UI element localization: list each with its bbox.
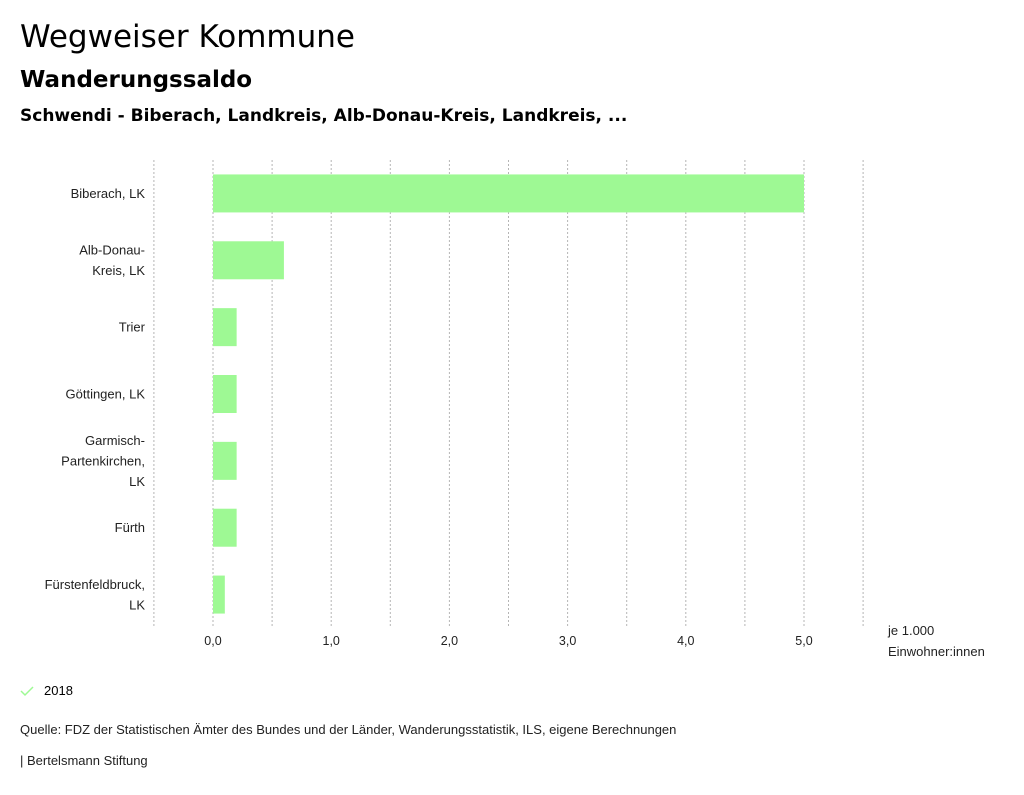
category-label: Fürstenfeldbruck, (45, 577, 145, 592)
x-tick-labels: 0,0 1,0 2,0 3,0 4,0 5,0 (204, 634, 812, 648)
bars (213, 174, 804, 614)
x-tick-label: 1,0 (323, 634, 340, 648)
bar-chart: Biberach, LK Alb-Donau- Kreis, LK Trier Gött… (45, 160, 985, 659)
legend-label: 2018 (44, 683, 73, 698)
bar[interactable] (213, 575, 225, 614)
x-axis-unit-label: je 1.000 Einwohner:innen (887, 623, 985, 659)
x-axis-label: je 1.000 (887, 623, 934, 638)
page-title: Wegweiser Kommune (20, 19, 355, 55)
bar[interactable] (213, 241, 284, 280)
x-tick-label: 2,0 (441, 634, 458, 648)
category-label: Garmisch- (85, 433, 145, 448)
x-tick-label: 3,0 (559, 634, 576, 648)
bar[interactable] (213, 308, 237, 347)
bar[interactable] (213, 174, 804, 213)
x-axis-label: Einwohner:innen (888, 644, 985, 659)
checkmark-icon (20, 685, 34, 696)
chart-subtitle: Wanderungssaldo (20, 67, 253, 93)
gridlines (153, 160, 864, 628)
category-label: Alb-Donau- (79, 243, 145, 258)
bar[interactable] (213, 441, 237, 480)
legend-item-2018[interactable]: 2018 (20, 683, 73, 698)
brand-note: | Bertelsmann Stiftung (20, 753, 148, 768)
category-label: LK (129, 474, 145, 489)
category-label: Göttingen, LK (66, 387, 146, 402)
source-note: Quelle: FDZ der Statistischen Ämter des … (20, 722, 677, 737)
category-label: Biberach, LK (71, 186, 146, 201)
category-label: Partenkirchen, (61, 453, 145, 468)
category-label: Fürth (115, 520, 145, 535)
region-selection: Schwendi - Biberach, Landkreis, Alb-Dona… (20, 106, 628, 126)
category-label: Trier (119, 320, 146, 335)
category-labels: Biberach, LK Alb-Donau- Kreis, LK Trier Gött… (45, 186, 146, 612)
category-label: LK (129, 597, 145, 612)
bar[interactable] (213, 508, 237, 547)
x-tick-label: 5,0 (795, 634, 812, 648)
x-tick-label: 0,0 (204, 634, 221, 648)
x-tick-label: 4,0 (677, 634, 694, 648)
category-label: Kreis, LK (92, 263, 145, 278)
bar[interactable] (213, 375, 237, 413)
